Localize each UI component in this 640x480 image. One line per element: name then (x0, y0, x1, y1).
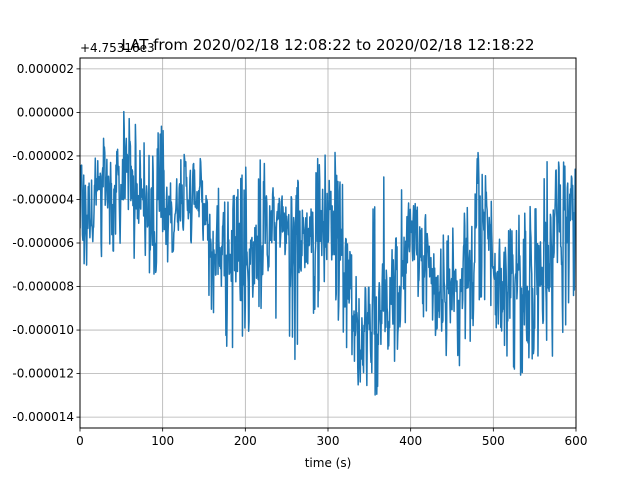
y-tick-label: -0.000004 (12, 192, 74, 206)
x-tick-label: 100 (151, 434, 174, 448)
y-offset-text: +4.75316e3 (80, 41, 155, 55)
y-tick-label: -0.000014 (12, 410, 74, 424)
y-tick-label: -0.000010 (12, 323, 74, 337)
x-tick-label: 400 (399, 434, 422, 448)
chart-title: LAT from 2020/02/18 12:08:22 to 2020/02/… (121, 36, 534, 54)
x-tick-label: 600 (565, 434, 588, 448)
x-axis-label: time (s) (305, 456, 352, 470)
y-tick-label: -0.000012 (12, 367, 74, 381)
y-tick-label: 0.000002 (17, 62, 74, 76)
x-tick-label: 300 (317, 434, 340, 448)
x-tick-label: 200 (234, 434, 257, 448)
x-tick-label: 0 (76, 434, 84, 448)
plot-area (80, 110, 576, 396)
y-axis: 0.000002 0.000000 -0.000002 -0.000004 -0.000… (12, 62, 80, 424)
x-axis: 0 100 200 300 400 500 600 (76, 428, 587, 448)
y-tick-label: -0.000002 (12, 149, 74, 163)
series-line (80, 110, 576, 396)
x-tick-label: 500 (482, 434, 505, 448)
y-tick-label: -0.000006 (12, 236, 74, 250)
y-tick-label: 0.000000 (17, 105, 74, 119)
y-tick-label: -0.000008 (12, 280, 74, 294)
